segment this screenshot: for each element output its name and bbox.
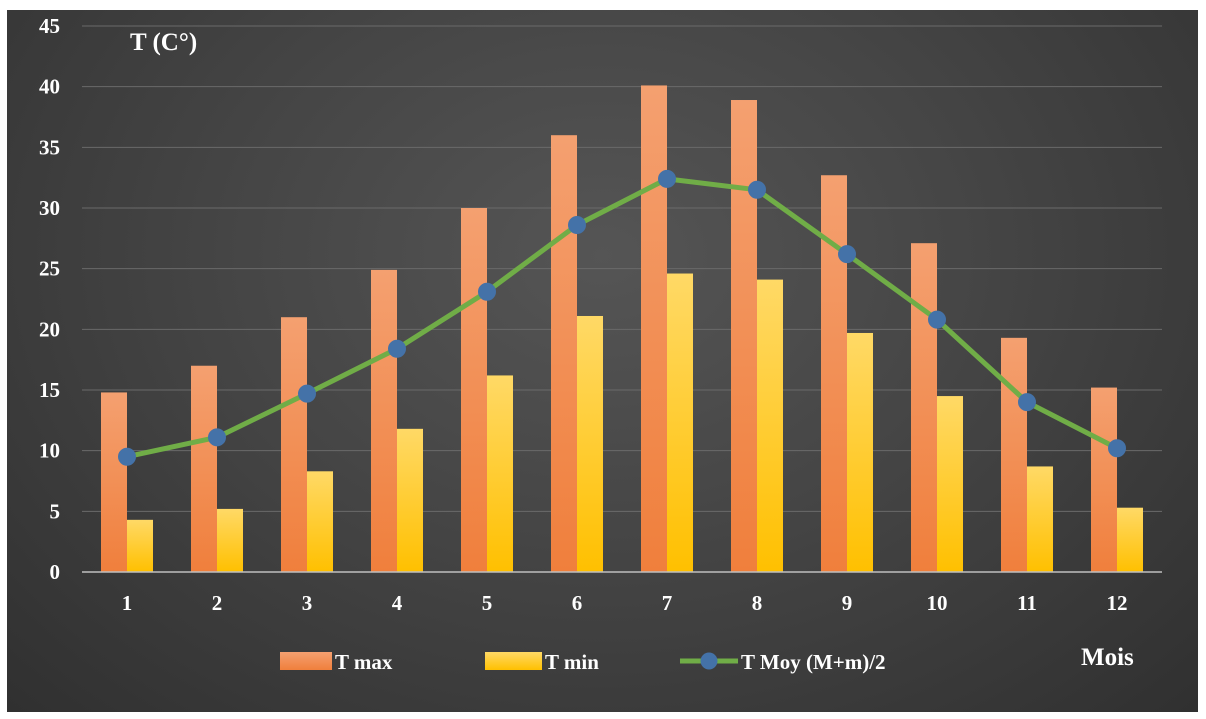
average-point [838, 245, 856, 264]
average-point [568, 215, 586, 234]
bar-tmin [1117, 507, 1143, 572]
legend-swatch-tmax [280, 652, 332, 670]
average-line [118, 169, 1126, 466]
y-tick-label: 35 [39, 135, 60, 159]
bar-tmin [577, 315, 603, 572]
bar-tmin [667, 273, 693, 572]
x-tick-label: 3 [302, 591, 313, 615]
bar-tmax [911, 243, 937, 573]
y-tick-label: 15 [39, 378, 60, 402]
average-point [388, 339, 406, 358]
x-tick-label: 6 [572, 591, 583, 615]
average-line-path [126, 176, 1119, 460]
bar-tmin [937, 396, 963, 572]
y-tick-label: 40 [39, 75, 60, 99]
y-tick-label: 0 [50, 560, 61, 584]
legend-label-tmax: T max [335, 650, 393, 674]
bar-tmin [487, 375, 513, 572]
legend: T max T min T Moy (M+m)/2 [280, 650, 886, 674]
legend-swatch-tmin [485, 652, 542, 670]
average-point [118, 447, 136, 466]
bar-tmax [101, 392, 127, 572]
y-tick-label: 30 [39, 196, 60, 220]
average-point [478, 282, 496, 301]
y-tick-label: 10 [39, 439, 60, 463]
x-tick-label: 4 [392, 591, 403, 615]
x-tick-label: 2 [212, 591, 223, 615]
y-tick-label: 25 [39, 257, 60, 281]
legend-label-tmin: T min [545, 650, 599, 674]
bar-tmin [757, 279, 783, 572]
legend-label-tmoy: T Moy (M+m)/2 [741, 650, 886, 674]
bar-tmin [1027, 466, 1053, 572]
y-tick-label: 5 [50, 499, 61, 523]
legend-marker-tmoy [700, 652, 718, 670]
x-tick-label: 9 [842, 591, 853, 615]
bar-tmin [397, 428, 423, 572]
bar-tmin [217, 508, 243, 572]
bar-tmax [461, 208, 487, 572]
bar-tmax [371, 269, 397, 572]
x-tick-label: 7 [662, 591, 673, 615]
bar-tmax [551, 135, 577, 572]
bar-tmax [641, 85, 667, 572]
average-point [298, 384, 316, 403]
average-point [1018, 393, 1036, 412]
average-point [928, 310, 946, 329]
x-tick-label: 11 [1017, 591, 1037, 615]
y-tick-label: 45 [39, 14, 60, 38]
y-tick-label: 20 [39, 317, 60, 341]
x-tick-label: 8 [752, 591, 763, 615]
bar-tmax [1091, 387, 1117, 572]
average-point [748, 180, 766, 199]
bar-tmin [307, 471, 333, 572]
bar-tmax [731, 100, 757, 572]
y-axis-ticks: 0 5 10 15 20 25 30 35 40 45 [39, 14, 60, 584]
x-tick-label: 5 [482, 591, 493, 615]
x-axis-ticks: 1 2 3 4 5 6 7 8 9 10 11 12 [122, 591, 1128, 615]
x-tick-label: 12 [1107, 591, 1128, 615]
bars [101, 85, 1143, 573]
x-tick-label: 1 [122, 591, 133, 615]
bar-tmax [821, 175, 847, 573]
y-axis-label: T (C°) [130, 29, 197, 56]
bar-tmax [281, 317, 307, 572]
bar-tmin [127, 519, 153, 572]
bar-tmax [1001, 337, 1027, 572]
gridlines [82, 25, 1162, 512]
x-axis-label: Mois [1081, 644, 1134, 671]
bar-tmax [191, 365, 217, 572]
x-tick-label: 10 [927, 591, 948, 615]
average-point [1108, 439, 1126, 458]
bar-tmin [847, 332, 873, 572]
average-point [658, 169, 676, 188]
average-point [208, 428, 226, 447]
